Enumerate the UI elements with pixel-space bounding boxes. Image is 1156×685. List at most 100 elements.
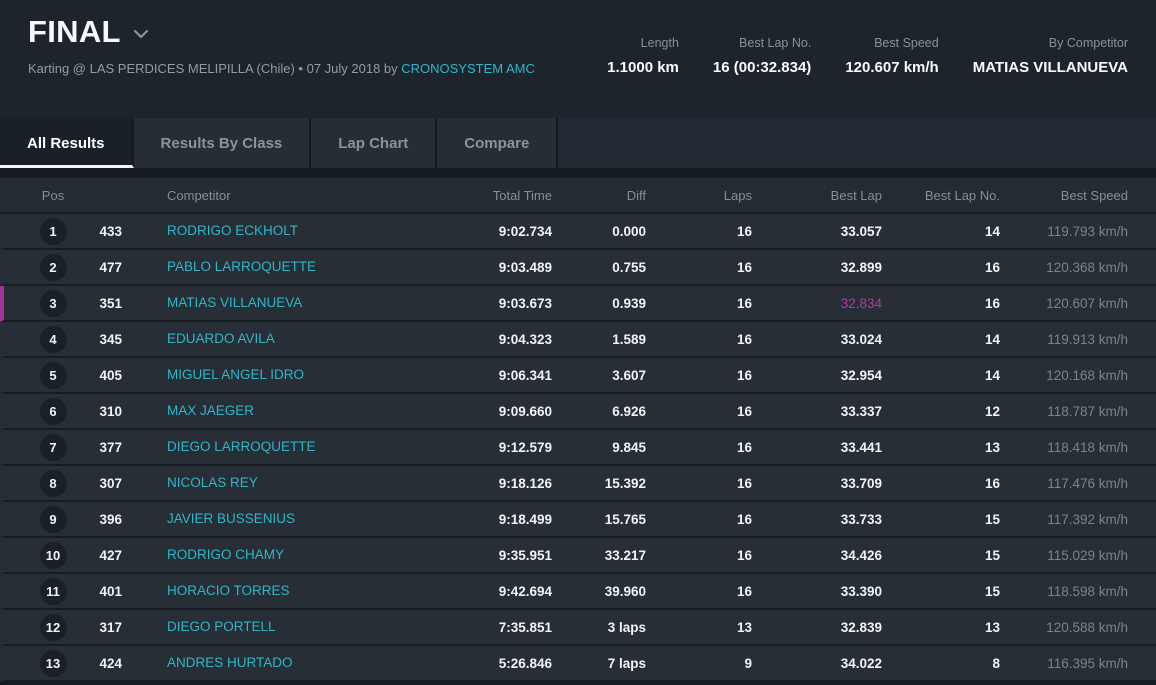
tab-compare[interactable]: Compare xyxy=(437,118,559,168)
position-badge: 10 xyxy=(39,541,67,569)
stat-length: Length 1.1000 km xyxy=(607,36,679,118)
competitor-link[interactable]: MATIAS VILLANUEVA xyxy=(167,295,303,310)
competitor-cell: EDUARDO AVILA xyxy=(122,330,412,348)
competitor-cell: ANDRES HURTADO xyxy=(122,654,412,672)
best-lap-no-cell: 13 xyxy=(984,439,1000,455)
best-lap-cell: 34.426 xyxy=(840,547,882,563)
column-header-pos: Pos xyxy=(41,187,65,203)
session-stats: Length 1.1000 km Best Lap No. 16 (00:32.… xyxy=(607,36,1128,118)
position-cell: 6 xyxy=(18,397,88,425)
laps-cell: 16 xyxy=(736,331,752,347)
tab-all-results[interactable]: All Results xyxy=(0,118,134,168)
table-row[interactable]: 3 351 MATIAS VILLANUEVA 9:03.673 0.939 1… xyxy=(0,286,1156,322)
table-row[interactable]: 13 424 ANDRES HURTADO 5:26.846 7 laps 9 … xyxy=(0,646,1156,682)
tab-results-by-class[interactable]: Results By Class xyxy=(133,118,312,168)
results-table-header: Pos Competitor Total Time Diff Laps Best… xyxy=(0,178,1156,212)
kart-number: 377 xyxy=(99,439,122,455)
laps-cell: 16 xyxy=(736,547,752,563)
kart-number: 307 xyxy=(99,475,122,491)
position-badge: 13 xyxy=(39,649,67,677)
position-badge: 11 xyxy=(39,577,67,605)
results-table-body: 1 433 RODRIGO ECKHOLT 9:02.734 0.000 16 … xyxy=(0,214,1156,682)
diff-cell: 0.939 xyxy=(612,295,646,311)
best-speed-cell: 117.476 km/h xyxy=(1047,475,1128,491)
stat-by-competitor: By Competitor MATIAS VILLANUEVA xyxy=(973,36,1128,118)
table-row[interactable]: 11 401 HORACIO TORRES 9:42.694 39.960 16… xyxy=(0,574,1156,610)
column-header-total-time: Total Time xyxy=(492,187,552,203)
kart-number: 401 xyxy=(99,583,122,599)
kart-number: 477 xyxy=(99,259,122,275)
competitor-link[interactable]: HORACIO TORRES xyxy=(167,583,290,598)
position-cell: 10 xyxy=(18,541,88,569)
kart-number: 345 xyxy=(99,331,122,347)
laps-cell: 16 xyxy=(736,583,752,599)
stat-value: 1.1000 km xyxy=(607,59,679,76)
position-cell: 7 xyxy=(18,433,88,461)
best-speed-cell: 120.168 km/h xyxy=(1046,367,1128,383)
table-row[interactable]: 9 396 JAVIER BUSSENIUS 9:18.499 15.765 1… xyxy=(0,502,1156,538)
total-time-cell: 9:03.673 xyxy=(498,295,552,311)
session-subtitle-text: Karting @ LAS PERDICES MELIPILLA (Chile)… xyxy=(28,61,402,76)
best-lap-no-cell: 14 xyxy=(984,223,1000,239)
kart-number: 424 xyxy=(99,655,122,671)
table-row[interactable]: 6 310 MAX JAEGER 9:09.660 6.926 16 33.33… xyxy=(0,394,1156,430)
competitor-link[interactable]: ANDRES HURTADO xyxy=(167,655,293,670)
table-row[interactable]: 1 433 RODRIGO ECKHOLT 9:02.734 0.000 16 … xyxy=(0,214,1156,250)
competitor-link[interactable]: RODRIGO ECKHOLT xyxy=(167,223,299,238)
position-cell: 3 xyxy=(18,289,88,317)
table-row[interactable]: 8 307 NICOLAS REY 9:18.126 15.392 16 33.… xyxy=(0,466,1156,502)
laps-cell: 16 xyxy=(736,223,752,239)
laps-cell: 9 xyxy=(744,655,752,671)
best-lap-no-cell: 16 xyxy=(984,295,1000,311)
best-lap-cell: 33.709 xyxy=(840,475,882,491)
table-row[interactable]: 4 345 EDUARDO AVILA 9:04.323 1.589 16 33… xyxy=(0,322,1156,358)
session-title: FINAL xyxy=(28,14,121,49)
stat-best-lap-no: Best Lap No. 16 (00:32.834) xyxy=(713,36,811,118)
best-lap-cell: 33.337 xyxy=(840,403,882,419)
competitor-link[interactable]: DIEGO PORTELL xyxy=(167,619,276,634)
competitor-link[interactable]: EDUARDO AVILA xyxy=(167,331,275,346)
table-row[interactable]: 5 405 MIGUEL ANGEL IDRO 9:06.341 3.607 1… xyxy=(0,358,1156,394)
session-subtitle: Karting @ LAS PERDICES MELIPILLA (Chile)… xyxy=(28,58,535,80)
session-dropdown-toggle[interactable] xyxy=(133,20,149,44)
competitor-link[interactable]: JAVIER BUSSENIUS xyxy=(167,511,296,526)
best-lap-cell: 32.954 xyxy=(840,367,882,383)
column-header-laps: Laps xyxy=(723,187,752,203)
results-tabbar: All Results Results By Class Lap Chart C… xyxy=(0,118,1156,168)
position-cell: 8 xyxy=(18,469,88,497)
table-row[interactable]: 10 427 RODRIGO CHAMY 9:35.951 33.217 16 … xyxy=(0,538,1156,574)
column-header-diff: Diff xyxy=(626,187,646,203)
position-cell: 11 xyxy=(18,577,88,605)
total-time-cell: 5:26.846 xyxy=(498,655,552,671)
table-row[interactable]: 7 377 DIEGO LARROQUETTE 9:12.579 9.845 1… xyxy=(0,430,1156,466)
best-lap-no-cell: 16 xyxy=(984,475,1000,491)
organizer-link[interactable]: CRONOSYSTEM AMC xyxy=(401,61,535,76)
competitor-cell: HORACIO TORRES xyxy=(122,582,412,600)
competitor-link[interactable]: PABLO LARROQUETTE xyxy=(167,259,317,274)
competitor-link[interactable]: RODRIGO CHAMY xyxy=(167,547,285,562)
total-time-cell: 9:18.499 xyxy=(498,511,552,527)
best-speed-cell: 119.793 km/h xyxy=(1047,223,1128,239)
position-badge: 1 xyxy=(39,217,67,245)
competitor-link[interactable]: DIEGO LARROQUETTE xyxy=(167,439,316,454)
total-time-cell: 9:04.323 xyxy=(498,331,552,347)
kart-number: 351 xyxy=(99,295,122,311)
kart-number: 405 xyxy=(99,367,122,383)
table-row[interactable]: 2 477 PABLO LARROQUETTE 9:03.489 0.755 1… xyxy=(0,250,1156,286)
diff-cell: 1.589 xyxy=(612,331,646,347)
best-lap-no-cell: 15 xyxy=(984,511,1000,527)
diff-cell: 39.960 xyxy=(604,583,646,599)
competitor-link[interactable]: NICOLAS REY xyxy=(167,475,258,490)
diff-cell: 3 laps xyxy=(607,619,646,635)
stat-value: MATIAS VILLANUEVA xyxy=(972,59,1128,76)
total-time-cell: 9:03.489 xyxy=(498,259,552,275)
competitor-link[interactable]: MIGUEL ANGEL IDRO xyxy=(167,367,305,382)
position-cell: 12 xyxy=(18,613,88,641)
best-lap-no-cell: 15 xyxy=(984,547,1000,563)
competitor-link[interactable]: MAX JAEGER xyxy=(167,403,255,418)
session-title-block: FINAL Karting @ LAS PERDICES MELIPILLA (… xyxy=(28,14,535,118)
position-badge: 4 xyxy=(39,325,67,353)
table-row[interactable]: 12 317 DIEGO PORTELL 7:35.851 3 laps 13 … xyxy=(0,610,1156,646)
stat-best-speed: Best Speed 120.607 km/h xyxy=(845,36,938,118)
tab-lap-chart[interactable]: Lap Chart xyxy=(311,118,438,168)
